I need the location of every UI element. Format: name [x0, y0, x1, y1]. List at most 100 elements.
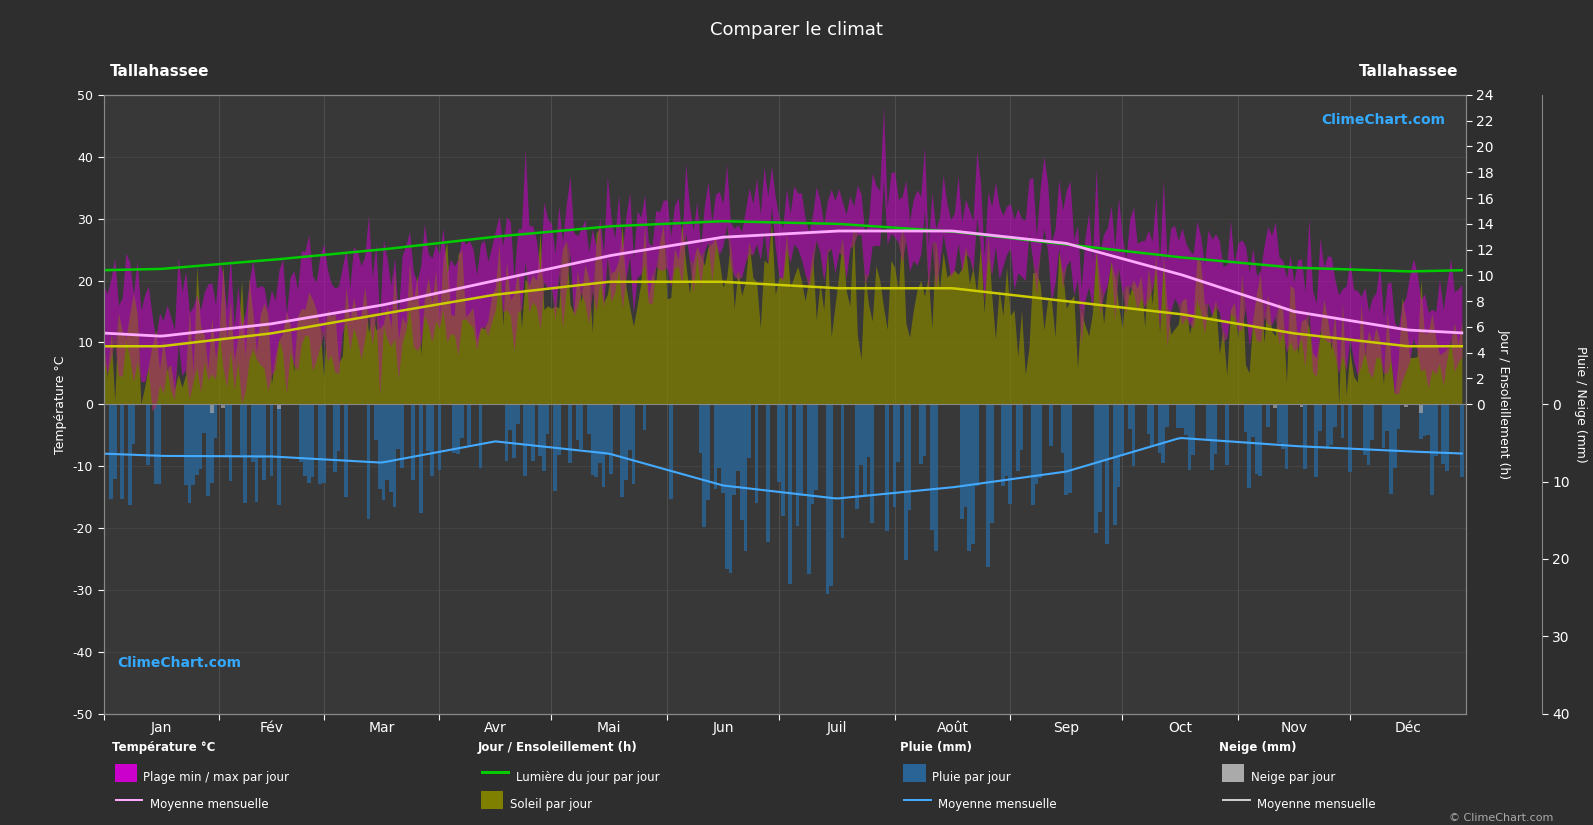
- Y-axis label: Jour / Ensoleillement (h): Jour / Ensoleillement (h): [1497, 329, 1510, 479]
- Text: Tallahassee: Tallahassee: [1359, 64, 1459, 79]
- Bar: [147, 404, 150, 465]
- Bar: [374, 404, 378, 441]
- Bar: [892, 404, 897, 507]
- Bar: [703, 404, 706, 527]
- Bar: [113, 404, 116, 478]
- Bar: [964, 404, 967, 507]
- Bar: [1005, 404, 1008, 476]
- Bar: [781, 404, 785, 516]
- Bar: [524, 404, 527, 476]
- Bar: [263, 404, 266, 480]
- Bar: [527, 404, 530, 445]
- Bar: [322, 404, 325, 483]
- Bar: [210, 404, 213, 413]
- Bar: [299, 404, 303, 462]
- Bar: [1094, 404, 1098, 532]
- Bar: [1214, 404, 1217, 455]
- Text: Jour / Ensoleillement (h): Jour / Ensoleillement (h): [478, 741, 637, 754]
- Bar: [221, 404, 225, 408]
- Bar: [1300, 404, 1303, 408]
- Bar: [252, 404, 255, 462]
- Bar: [244, 404, 247, 502]
- Bar: [631, 404, 636, 483]
- Bar: [558, 404, 561, 455]
- Bar: [1020, 404, 1023, 450]
- Bar: [796, 404, 800, 526]
- Bar: [1341, 404, 1344, 438]
- Bar: [1317, 404, 1322, 431]
- Bar: [755, 404, 758, 503]
- Y-axis label: Température °C: Température °C: [54, 355, 67, 454]
- Bar: [1419, 404, 1423, 440]
- Bar: [766, 404, 769, 542]
- Bar: [811, 404, 814, 503]
- Bar: [389, 404, 393, 492]
- Bar: [628, 404, 631, 450]
- Bar: [1211, 404, 1214, 469]
- Bar: [609, 404, 613, 474]
- Bar: [1158, 404, 1161, 453]
- Bar: [586, 404, 591, 434]
- Bar: [870, 404, 875, 523]
- Bar: [1325, 404, 1329, 449]
- Bar: [393, 404, 397, 507]
- Bar: [597, 404, 602, 463]
- Bar: [121, 404, 124, 498]
- Bar: [239, 404, 244, 455]
- Bar: [1364, 404, 1367, 455]
- Bar: [1031, 404, 1034, 505]
- Bar: [736, 404, 739, 471]
- Bar: [825, 404, 830, 594]
- Bar: [427, 404, 430, 451]
- Bar: [1459, 404, 1464, 477]
- Bar: [1247, 404, 1251, 488]
- Bar: [1120, 404, 1125, 455]
- Bar: [1061, 404, 1064, 453]
- Bar: [378, 404, 382, 488]
- Bar: [110, 404, 113, 498]
- Bar: [183, 404, 188, 484]
- Bar: [1050, 404, 1053, 446]
- Bar: [1389, 404, 1392, 494]
- Bar: [961, 404, 964, 519]
- Text: Comparer le climat: Comparer le climat: [710, 21, 883, 39]
- Bar: [1386, 404, 1389, 431]
- Bar: [722, 404, 725, 493]
- Bar: [1426, 404, 1431, 435]
- Bar: [1102, 404, 1106, 460]
- Bar: [191, 404, 194, 485]
- Text: Moyenne mensuelle: Moyenne mensuelle: [1257, 798, 1375, 811]
- Bar: [228, 404, 233, 481]
- Bar: [1423, 404, 1426, 436]
- Bar: [277, 404, 280, 505]
- Bar: [1150, 404, 1153, 447]
- Text: Plage min / max par jour: Plage min / max par jour: [143, 771, 290, 784]
- Bar: [400, 404, 405, 468]
- Bar: [1225, 404, 1228, 465]
- Bar: [642, 404, 647, 431]
- Bar: [255, 404, 258, 502]
- Bar: [1244, 404, 1247, 432]
- Bar: [1064, 404, 1069, 495]
- Bar: [1348, 404, 1352, 472]
- Bar: [1034, 404, 1039, 484]
- Bar: [624, 404, 628, 480]
- Bar: [1442, 404, 1445, 464]
- Bar: [530, 404, 535, 461]
- Bar: [452, 404, 456, 454]
- Bar: [1303, 404, 1306, 469]
- Bar: [1106, 404, 1109, 544]
- Bar: [747, 404, 750, 458]
- Bar: [516, 404, 519, 424]
- Bar: [307, 404, 311, 483]
- Bar: [553, 404, 558, 491]
- Bar: [777, 404, 781, 482]
- Bar: [591, 404, 594, 474]
- Bar: [1258, 404, 1262, 476]
- Bar: [303, 404, 307, 476]
- Bar: [1284, 404, 1289, 469]
- Bar: [202, 404, 205, 433]
- Bar: [546, 404, 550, 434]
- Bar: [867, 404, 870, 457]
- Bar: [830, 404, 833, 587]
